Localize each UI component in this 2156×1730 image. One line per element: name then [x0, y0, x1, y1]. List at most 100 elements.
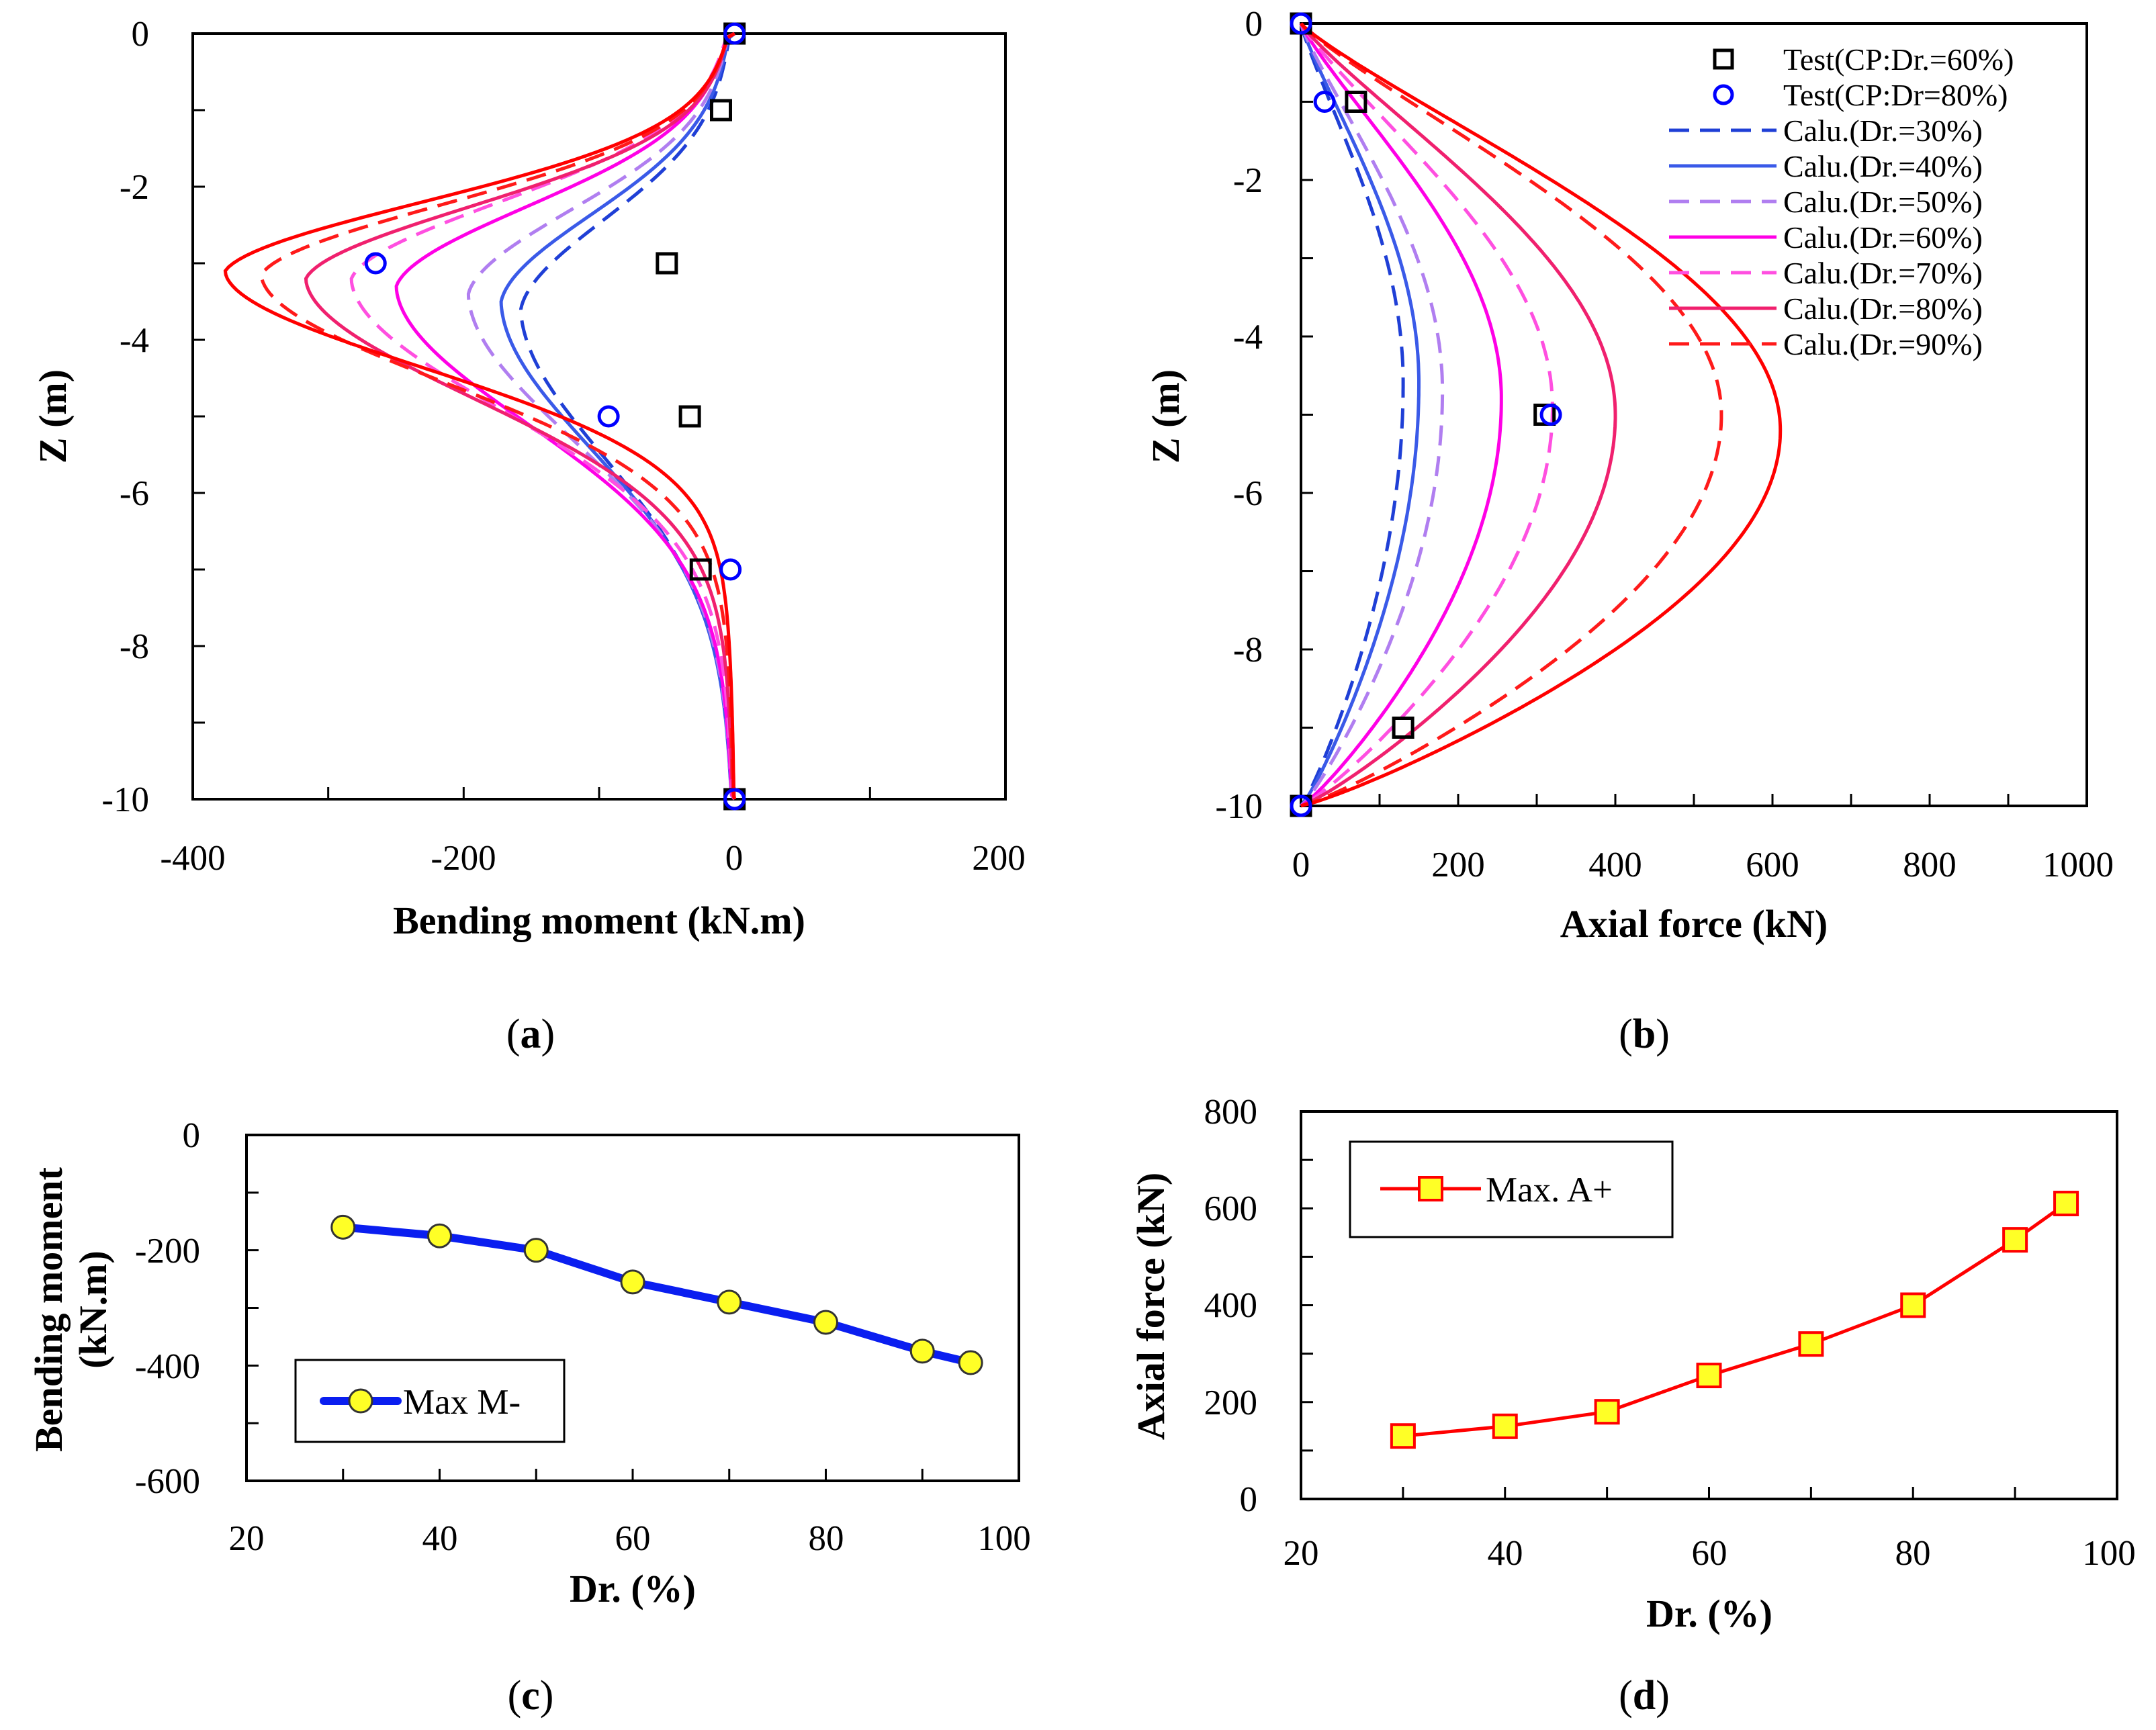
y-tick-label: -6 [120, 474, 149, 513]
legend-c: Max M- [294, 1359, 566, 1443]
panel-label-letter: d [1633, 1673, 1656, 1719]
legend-label: Test(CP:Dr.=60%) [1783, 42, 2014, 77]
legend-d: Max. A+ [1349, 1140, 1674, 1238]
test-point-circle [723, 22, 746, 45]
legend-swatch-marker [1418, 1176, 1443, 1201]
panel-label: (c) [508, 1673, 554, 1719]
data-point [523, 1238, 549, 1263]
test-points-b [1290, 12, 1562, 817]
panel-label-letter: c [521, 1673, 540, 1719]
series-line [1299, 23, 1445, 807]
series-line [394, 32, 736, 801]
data-point [1900, 1292, 1926, 1318]
legend-label: Calu.(Dr.=30%) [1783, 113, 1983, 148]
x-tick-label: 100 [2082, 1534, 2136, 1573]
legend-label: Max. A+ [1486, 1171, 1613, 1210]
x-tick-label: 40 [422, 1519, 458, 1558]
test-point-circle [1539, 404, 1562, 426]
data-point [2002, 1227, 2028, 1253]
y-tick-label: -10 [1215, 787, 1263, 826]
legend-label: Calu.(Dr.=40%) [1783, 149, 1983, 183]
x-tick-label: 600 [1746, 846, 1799, 884]
y-tick-label: 0 [132, 15, 150, 54]
series-line [1299, 23, 1421, 807]
x-tick-label: 100 [977, 1519, 1031, 1558]
y-axis-label-line: Bending moment [27, 1167, 71, 1451]
data-point [909, 1338, 935, 1364]
y-tick-label: 800 [1204, 1093, 1258, 1132]
x-axis-label: Dr. (%) [1646, 1592, 1772, 1635]
legend-label: Max M- [403, 1383, 521, 1422]
y-tick-label: 600 [1204, 1189, 1258, 1228]
x-tick-label: -200 [431, 839, 496, 878]
y-tick-label: -6 [1233, 474, 1263, 513]
y-tick-label: -8 [120, 627, 149, 666]
test-point-square [689, 558, 712, 581]
legend-swatch-circle [1713, 84, 1734, 105]
x-tick-label: -400 [160, 839, 225, 878]
series-group-d [1390, 1191, 2079, 1449]
test-point-square [1345, 91, 1367, 113]
x-axis-label: Bending moment (kN.m) [393, 899, 805, 942]
x-tick-label: 60 [1692, 1534, 1727, 1573]
y-axis-label-line: (kN.m) [71, 1250, 115, 1369]
series-group-c [330, 1214, 983, 1375]
series-line [304, 32, 736, 801]
test-point-square [1533, 404, 1556, 426]
x-tick-label: 800 [1903, 846, 1957, 884]
tick-marks-a [191, 32, 1007, 801]
x-tick-label: 200 [1431, 846, 1485, 884]
series-line [223, 32, 737, 800]
y-tick-label: 200 [1204, 1383, 1258, 1422]
test-points-a [364, 22, 746, 811]
series-line [1300, 22, 1783, 808]
panel-a: 0 -2 -4 -6 -8 -10 -400 -200 0 200 Bendin… [31, 15, 1026, 1057]
data-point [1594, 1399, 1620, 1425]
data-point [1798, 1331, 1824, 1357]
tick-marks-c [245, 1134, 1020, 1482]
data-point [427, 1223, 452, 1248]
series-line [1299, 23, 1405, 807]
legend-label: Calu.(Dr.=50%) [1783, 185, 1983, 219]
x-tick-label: 80 [1895, 1534, 1931, 1573]
data-point [620, 1269, 645, 1295]
x-tick-label: 0 [725, 839, 744, 878]
x-tick-label: 20 [1284, 1534, 1319, 1573]
data-point [2053, 1191, 2079, 1217]
data-point [1492, 1413, 1518, 1439]
y-tick-label: -4 [120, 321, 149, 360]
data-point [813, 1310, 838, 1335]
series-line [339, 1223, 975, 1367]
panel-label-letter: a [521, 1011, 541, 1057]
y-tick-label: -200 [135, 1232, 200, 1271]
test-point-circle [1290, 794, 1312, 817]
panel-c: 0 -200 -400 -600 20 40 60 80 100 Dr. (%)… [27, 1116, 1031, 1719]
panel-label-letter: b [1633, 1011, 1656, 1057]
legend-label: Test(CP:Dr=80%) [1783, 78, 2008, 112]
y-tick-label: -2 [1233, 161, 1263, 200]
panel-label: (b) [1619, 1011, 1670, 1057]
data-point [1390, 1423, 1416, 1449]
legend-label: Calu.(Dr.=90%) [1783, 327, 1983, 361]
tick-marks-d [1300, 1110, 2118, 1500]
x-tick-label: 0 [1292, 846, 1310, 884]
y-tick-label: 0 [183, 1116, 201, 1155]
series-line [1402, 1201, 2067, 1438]
panel-d: 800 600 400 200 0 20 40 60 80 100 Dr. (%… [1129, 1093, 2136, 1719]
series-line [1299, 22, 1503, 808]
test-point-circle [1313, 91, 1336, 113]
test-point-circle [723, 788, 746, 811]
panel-b: 0 -2 -4 -6 -8 -10 0 200 400 600 800 1000… [1144, 5, 2114, 1057]
x-tick-label: 200 [972, 839, 1026, 878]
series-line [1299, 22, 1617, 808]
data-point [717, 1289, 742, 1315]
y-axis-label: Bending moment (kN.m) [27, 1167, 115, 1451]
x-tick-label: 60 [615, 1519, 651, 1558]
y-tick-label: -10 [101, 780, 149, 819]
y-axis-label: Z (m) [31, 369, 75, 463]
data-point [1696, 1363, 1722, 1389]
y-axis-label: Axial force (kN) [1129, 1173, 1173, 1440]
x-tick-label: 20 [229, 1519, 265, 1558]
test-point-square [1392, 717, 1414, 739]
